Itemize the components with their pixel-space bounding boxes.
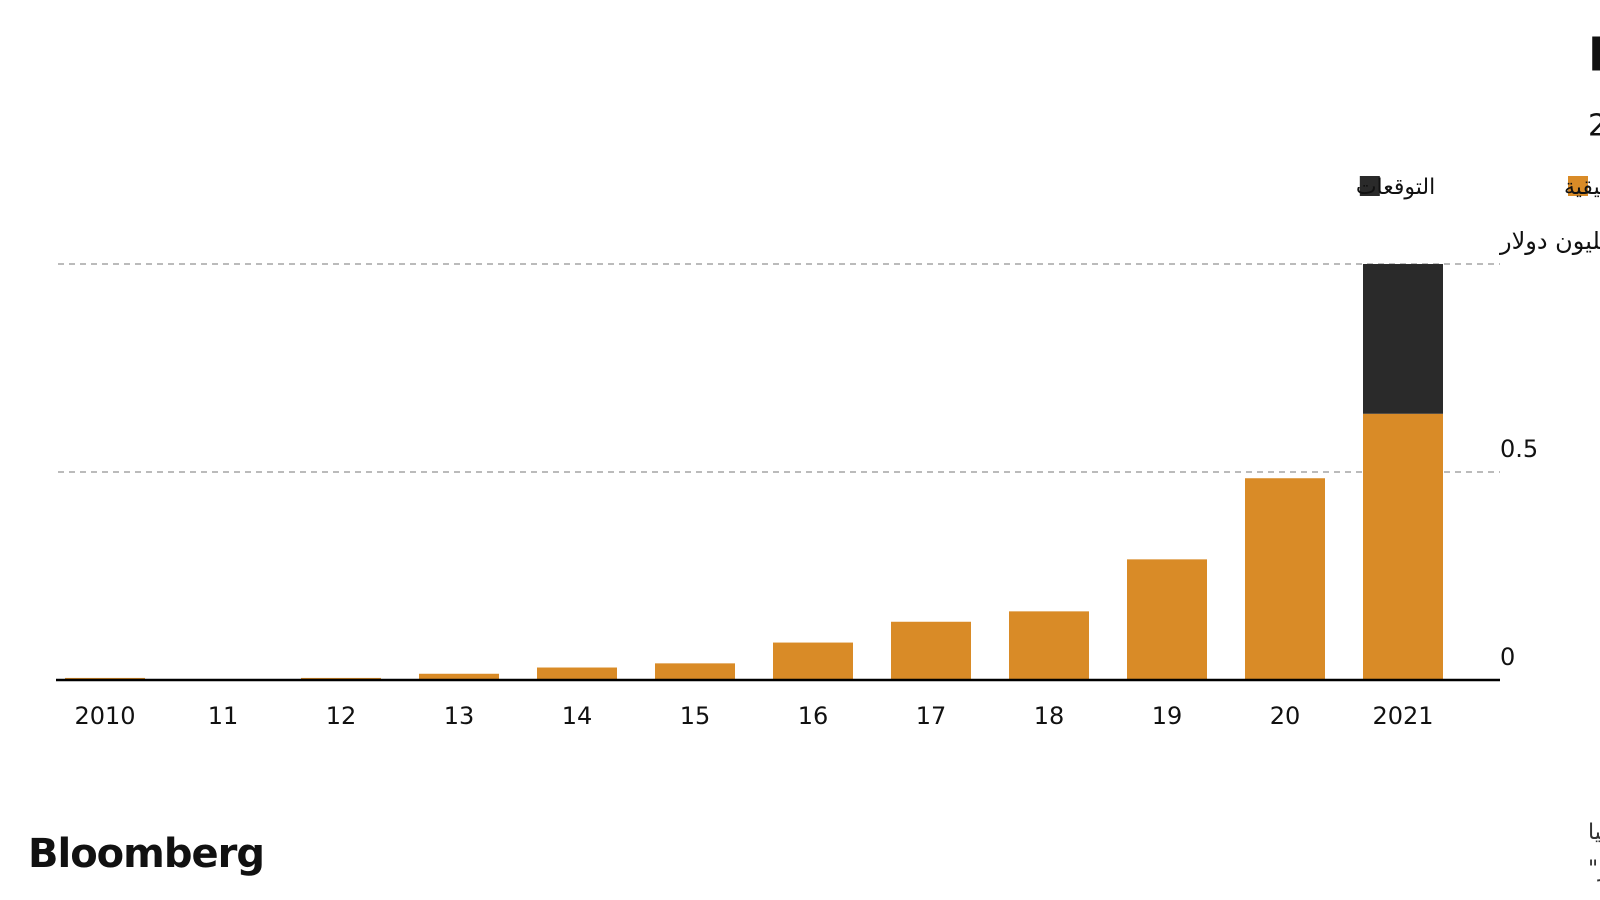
x-tick-label: 11 [208,702,239,730]
chart-title: فورة ESG [1588,28,1600,82]
x-tick-label: 13 [444,702,475,730]
y-tick-label: 1 تريليون دولار [1499,227,1600,255]
bar [537,667,617,680]
bar [1009,611,1089,680]
x-tick-label: 18 [1034,702,1065,730]
legend-label: المبيعات الحقيقية [1564,175,1600,200]
x-tick-label: 14 [562,702,593,730]
legend-label: التوقعات [1356,175,1435,200]
bar [773,642,853,680]
chart-subtitle: تتوقع وكالة "ستاندرد آند بورز" أن تصل مب… [1588,105,1600,144]
note: التوقعات لمحللي "ستاندرد آند بورز" [1588,855,1600,882]
bar [1363,264,1443,414]
legend-swatch [1359,176,1380,196]
bar [1127,559,1207,680]
bar [1245,478,1325,680]
x-tick-label: 16 [798,702,829,730]
x-tick-label: 15 [680,702,711,730]
y-tick-label: 0.5 [1500,435,1538,463]
x-tick-label: 20 [1270,702,1301,730]
bar [419,673,499,680]
x-tick-label: 19 [1152,702,1183,730]
x-tick-label: 2010 [74,702,135,730]
x-tick-label: 12 [326,702,357,730]
bar [891,621,971,680]
note: ملاحظة: الإصدارات تتضمن السندات الخضراء … [1588,820,1600,845]
source-logo: Bloomberg [28,831,264,877]
y-tick-label: 0 [1500,643,1515,671]
x-tick-label: 2021 [1372,702,1433,730]
legend-swatch [1568,176,1588,196]
x-tick-label: 17 [916,702,947,730]
bar [1363,413,1443,680]
bar [655,663,735,680]
